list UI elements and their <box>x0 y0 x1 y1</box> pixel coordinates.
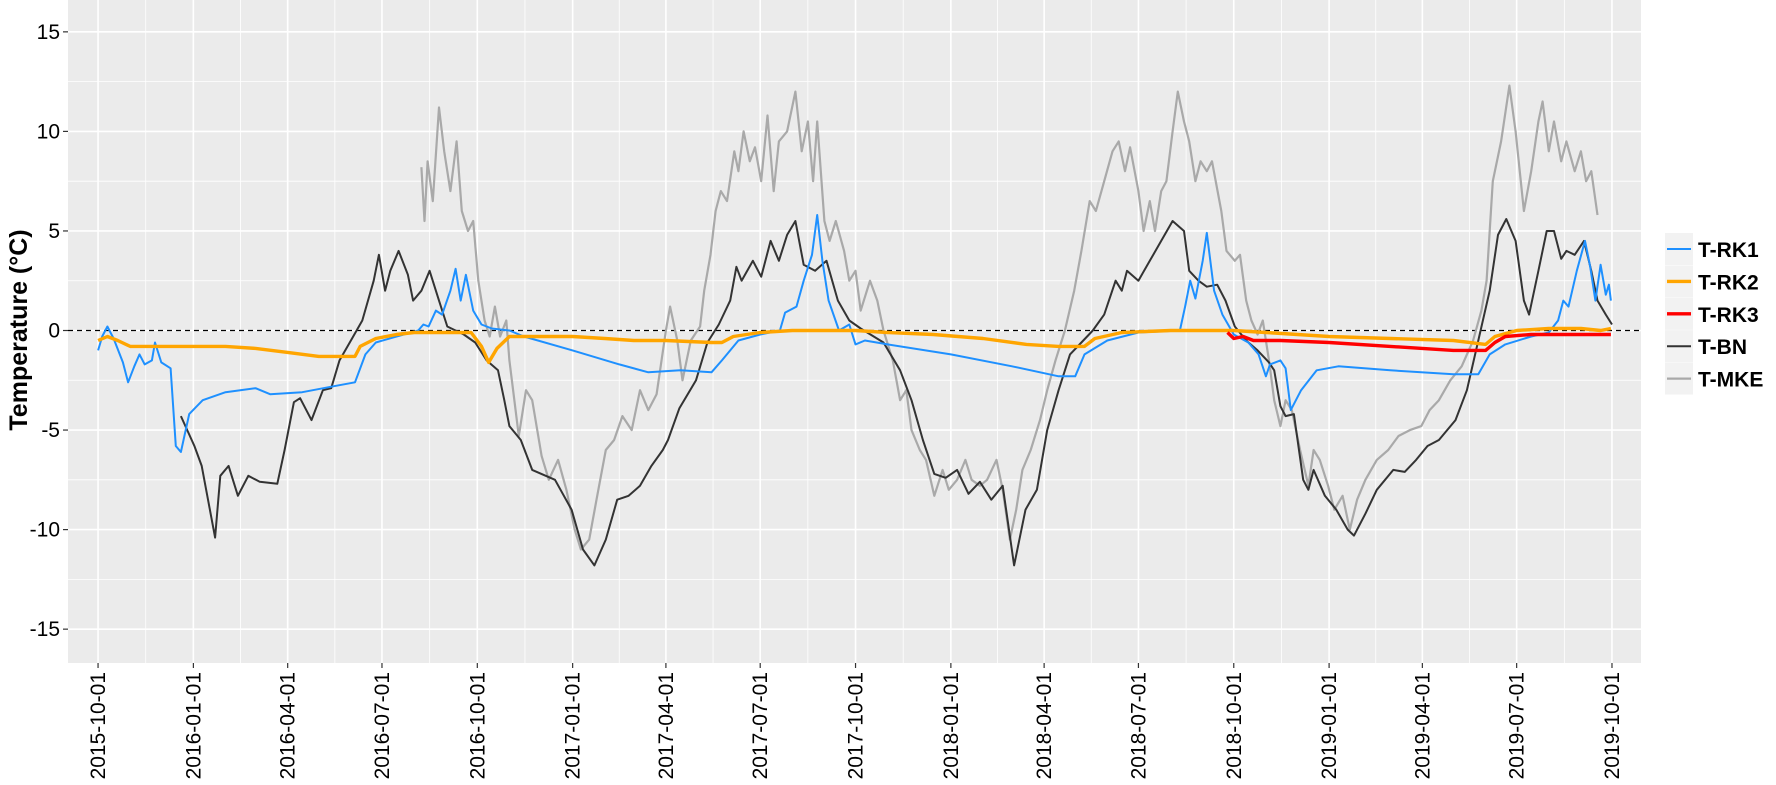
legend: T-RK1 T-RK2 T-RK3 T-BN T-MKE <box>1665 233 1763 395</box>
y-tick-label: 10 <box>37 120 60 143</box>
y-tick-label: 15 <box>37 21 60 44</box>
series-line-t-mke <box>420 84 1599 551</box>
x-tick-label: 2018-07-01 <box>1127 672 1150 779</box>
series-line-t-rk3 <box>1226 331 1611 353</box>
x-tick-label: 2019-04-01 <box>1411 672 1434 779</box>
major-gridlines <box>68 0 1641 663</box>
x-tick-label: 2017-07-01 <box>749 672 772 779</box>
series-line-t-rk1 <box>97 214 1612 453</box>
x-axis: 2015-10-01 2016-01-01 2016-04-01 2016-07-01… <box>87 663 1624 779</box>
x-tick-label: 2018-01-01 <box>940 672 963 779</box>
series-line-t-rk2 <box>97 326 1612 365</box>
x-tick-label: 2019-10-01 <box>1601 672 1624 779</box>
y-tick-label: -15 <box>30 618 60 641</box>
legend-label: T-RK2 <box>1698 271 1759 294</box>
x-tick-label: 2017-10-01 <box>845 672 868 779</box>
x-tick-label: 2019-07-01 <box>1506 672 1529 779</box>
x-tick-label: 2019-01-01 <box>1318 672 1341 779</box>
x-tick-label: 2018-10-01 <box>1223 672 1246 779</box>
x-tick-label: 2016-10-01 <box>466 672 489 779</box>
x-tick-label: 2016-01-01 <box>182 672 205 779</box>
legend-label: T-RK1 <box>1698 239 1759 262</box>
x-tick-label: 2017-01-01 <box>562 672 585 779</box>
x-tick-label: 2016-04-01 <box>277 672 300 779</box>
series-lines <box>97 84 1613 567</box>
y-tick-label: 5 <box>48 220 60 243</box>
y-tick-label: 0 <box>48 320 60 343</box>
y-tick-label: -10 <box>30 519 60 542</box>
legend-label: T-MKE <box>1698 369 1763 392</box>
legend-label: T-BN <box>1698 336 1747 359</box>
x-tick-label: 2017-04-01 <box>655 672 678 779</box>
y-tick-label: -5 <box>41 419 60 442</box>
series-line-t-bn <box>179 218 1613 567</box>
legend-label: T-RK3 <box>1698 304 1759 327</box>
y-axis: -15 -10 -5 0 5 10 15 <box>30 21 68 641</box>
x-tick-label: 2015-10-01 <box>87 672 110 779</box>
y-axis-title: Temperature (°C) <box>5 229 33 430</box>
x-tick-label: 2018-04-01 <box>1033 672 1056 779</box>
x-tick-label: 2016-07-01 <box>371 672 394 779</box>
